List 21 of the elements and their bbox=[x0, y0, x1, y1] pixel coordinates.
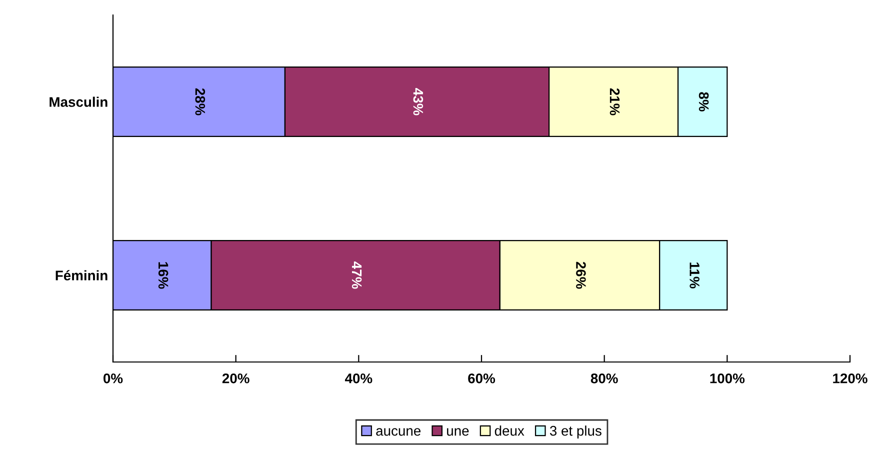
x-tick-label: 60% bbox=[468, 373, 496, 384]
x-tick-label: 120% bbox=[833, 373, 868, 384]
x-tick-label: 20% bbox=[222, 373, 250, 384]
legend-label: 3 et plus bbox=[550, 426, 602, 438]
x-tick-label: 40% bbox=[344, 373, 372, 384]
y-tick-label: Masculin bbox=[50, 96, 108, 107]
x-tick-label: 0% bbox=[104, 373, 123, 384]
data-label: 43% bbox=[413, 88, 424, 116]
data-label: 47% bbox=[352, 262, 362, 289]
x-tick-label: 80% bbox=[590, 373, 618, 384]
y-tick-label: Féminin bbox=[56, 270, 108, 280]
data-label: 16% bbox=[158, 262, 168, 289]
legend-label: deux bbox=[494, 426, 524, 436]
x-tick-label: 100% bbox=[710, 373, 745, 384]
data-label: 11% bbox=[690, 262, 700, 288]
data-label: 21% bbox=[610, 88, 620, 116]
data-label: 28% bbox=[195, 88, 206, 116]
legend-label: aucune bbox=[376, 428, 421, 436]
legend-label: une bbox=[447, 428, 469, 436]
data-label: 26% bbox=[576, 262, 586, 289]
data-label: 8% bbox=[698, 92, 709, 112]
